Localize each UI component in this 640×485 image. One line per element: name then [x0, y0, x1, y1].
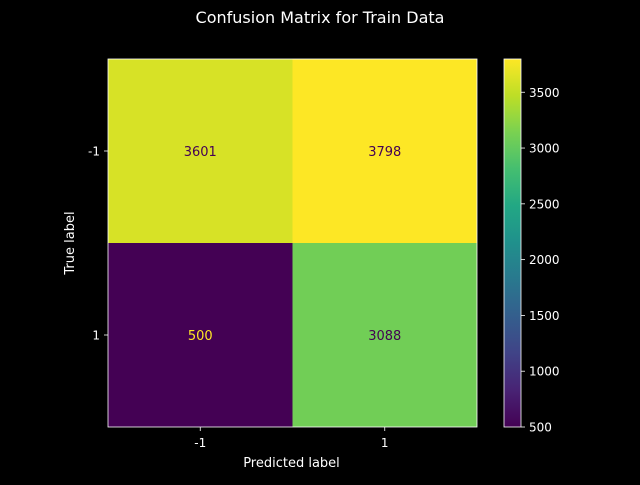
chart-title: Confusion Matrix for Train Data — [196, 8, 445, 27]
cell-value-label: 3088 — [368, 329, 401, 344]
heatmap-cell — [108, 243, 293, 427]
colorbar-tick-label: 3500 — [529, 86, 560, 100]
colorbar: 500 1000 1500 2000 2500 3000 3500 — [503, 58, 560, 435]
y-tick-label: -1 — [88, 145, 100, 159]
colorbar-tick-label: 2500 — [529, 197, 560, 211]
colorbar-tick-label: 1500 — [529, 309, 560, 323]
heatmap-cell — [292, 59, 477, 243]
axes: -1 1 -1 1 — [88, 58, 478, 450]
x-axis-label: Predicted label — [243, 456, 340, 471]
colorbar-tick-label: 3000 — [529, 142, 560, 156]
heatmap-cell — [108, 59, 293, 243]
x-tick-label: 1 — [381, 436, 389, 450]
colorbar-tick-label: 1000 — [529, 365, 560, 379]
colorbar-tick-label: 2000 — [529, 253, 560, 267]
plot-frame — [107, 58, 478, 428]
cell-value-label: 3798 — [368, 145, 401, 160]
heatmap-cells: 3601 3798 500 3088 — [108, 59, 477, 427]
colorbar-tick-label: 500 — [529, 421, 552, 435]
heatmap-cell — [292, 243, 477, 427]
cell-value-label: 500 — [188, 329, 213, 344]
x-tick-label: -1 — [194, 436, 206, 450]
cell-value-label: 3601 — [184, 145, 217, 160]
y-tick-label: 1 — [92, 329, 100, 343]
colorbar-gradient — [503, 58, 522, 428]
y-axis-label: True label — [63, 211, 78, 275]
